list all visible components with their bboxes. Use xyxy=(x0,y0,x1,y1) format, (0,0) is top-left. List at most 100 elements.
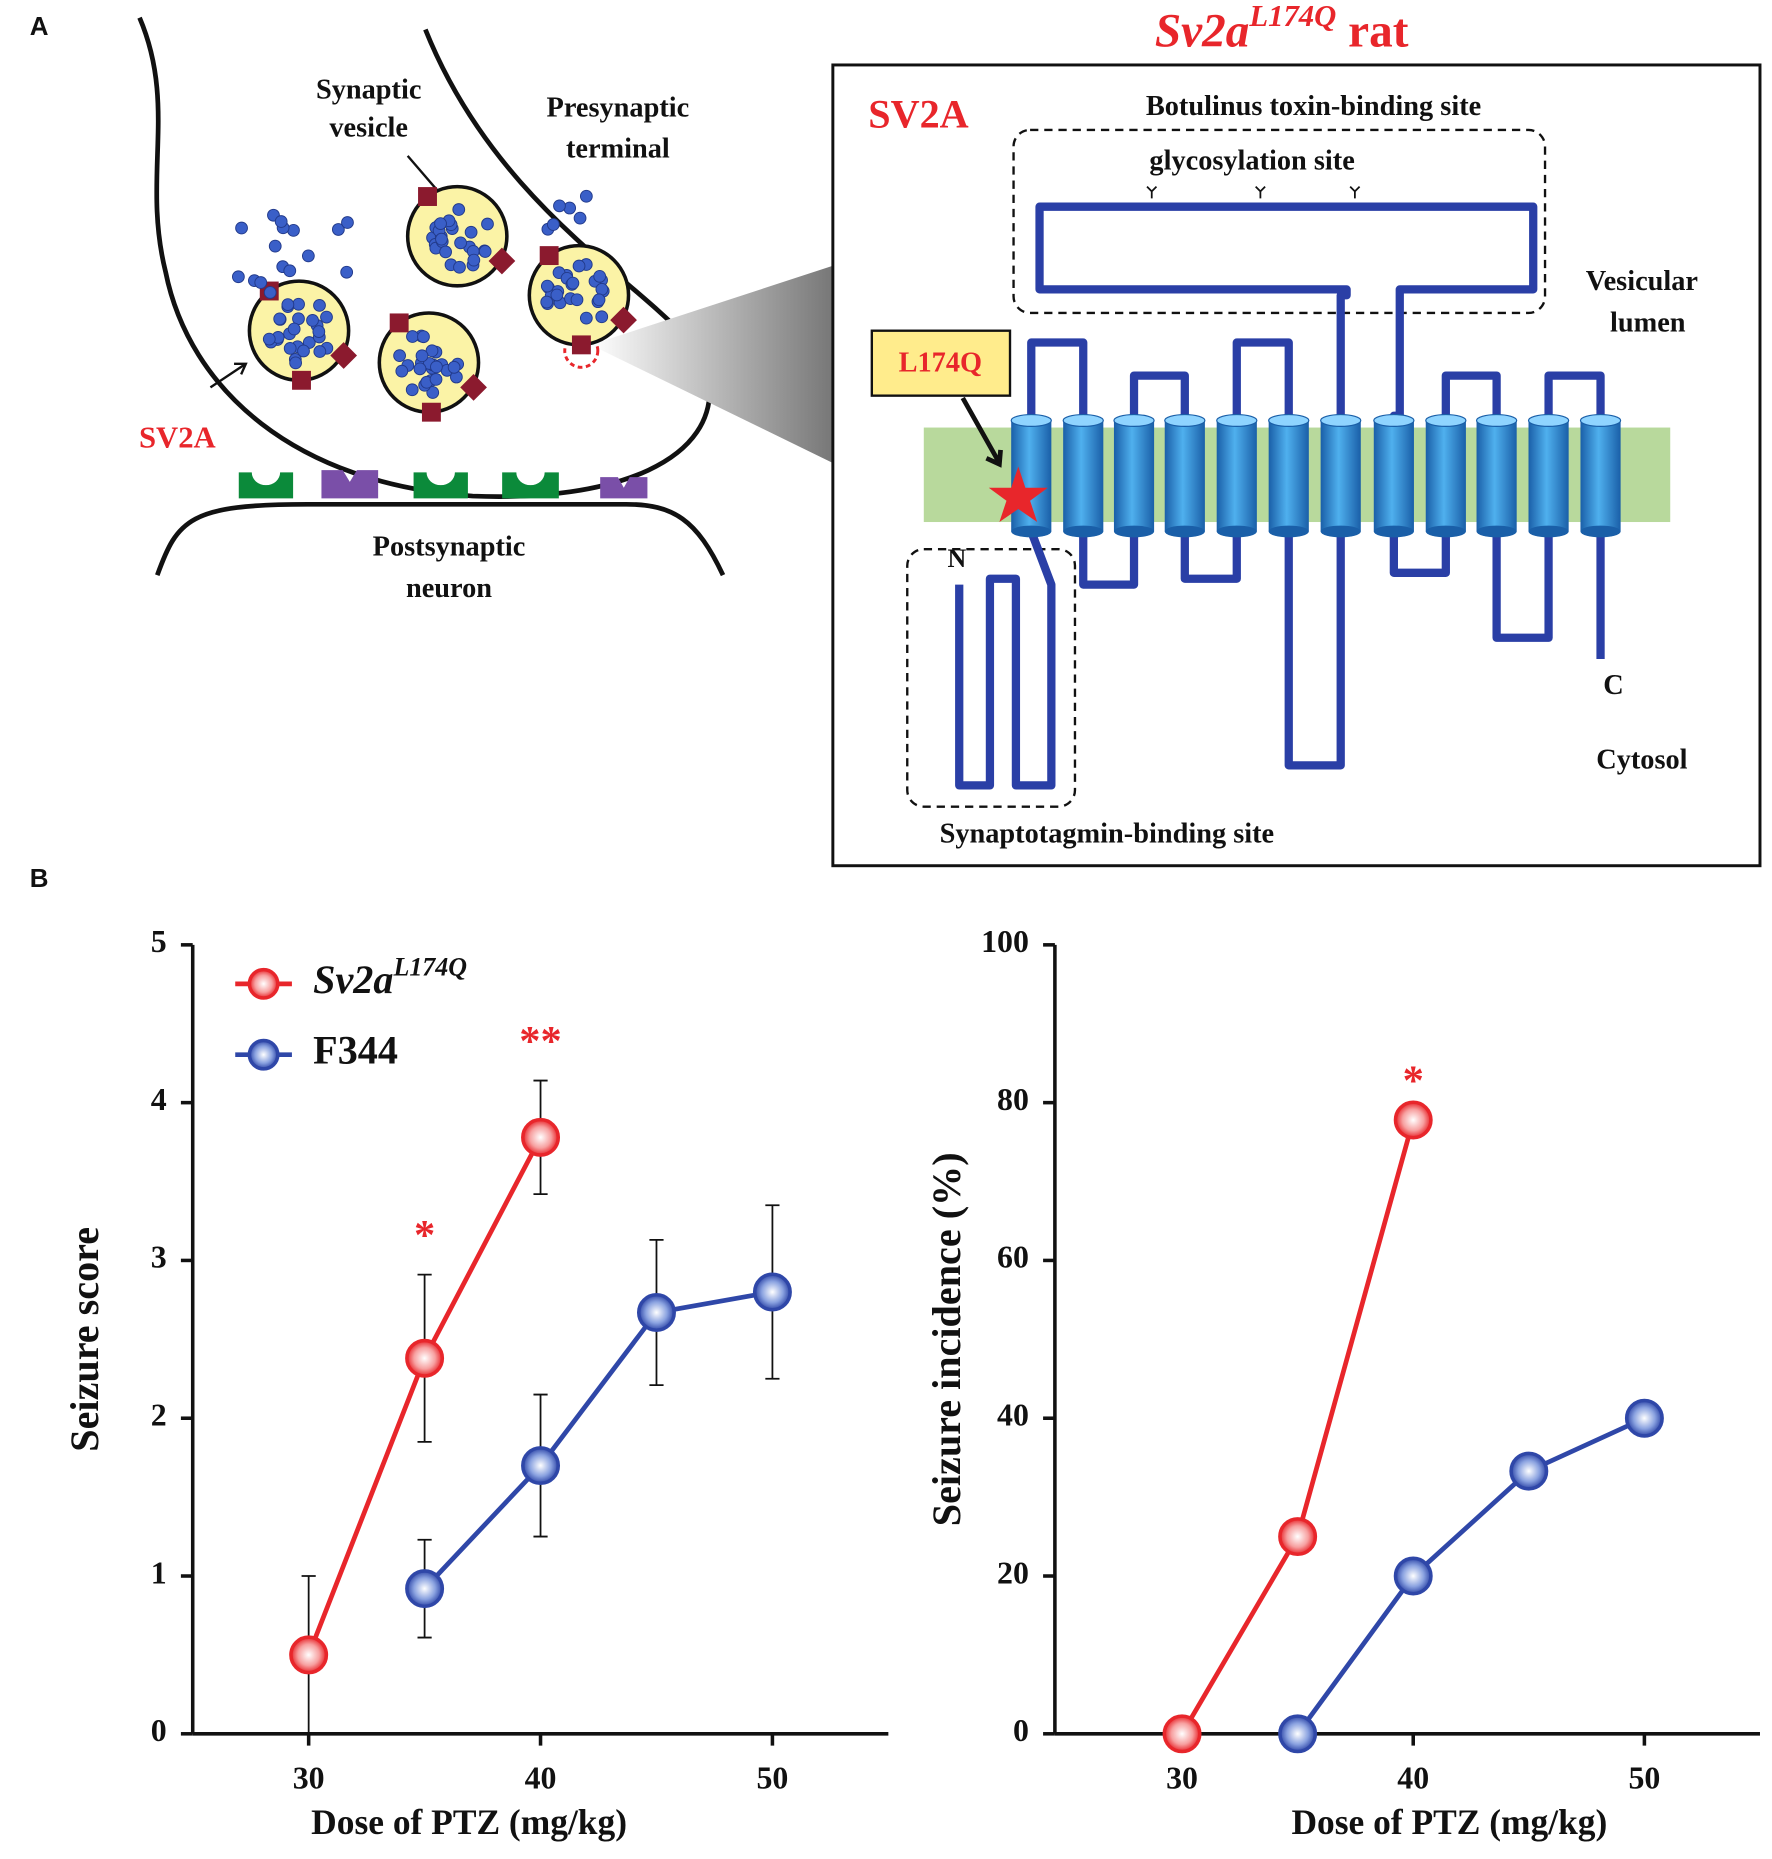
sv2a-protein xyxy=(610,306,637,334)
y-tick-label: 3 xyxy=(151,1240,167,1275)
transmitter xyxy=(540,295,554,309)
transmitter xyxy=(572,259,586,273)
zoom-wedge xyxy=(590,265,833,463)
significance: ** xyxy=(519,1018,562,1065)
helix-top xyxy=(1164,413,1206,427)
lumen-label: Vesicular xyxy=(1586,266,1698,297)
transmitter xyxy=(593,269,607,283)
diagram-title: Sv2aL174Q rat xyxy=(1155,0,1409,57)
terminal-label: Presynaptic xyxy=(547,92,690,123)
series-line xyxy=(1180,1119,1416,1736)
transmitter xyxy=(268,239,282,253)
legend-name: F344 xyxy=(313,1028,398,1073)
transmitter xyxy=(232,270,245,284)
transmitter xyxy=(313,345,327,358)
legend-marker xyxy=(247,1038,280,1071)
transmitter xyxy=(553,199,566,213)
series-line xyxy=(1295,1416,1646,1736)
x-tick-label: 30 xyxy=(1166,1760,1198,1795)
helix-top xyxy=(1373,413,1415,427)
helix xyxy=(1373,420,1414,532)
transmitter xyxy=(453,260,466,274)
x-tick-label: 40 xyxy=(1397,1760,1429,1795)
helix xyxy=(1113,420,1155,532)
helix-bottom xyxy=(1373,525,1414,538)
transmitter xyxy=(413,362,427,376)
transmitter xyxy=(430,360,443,374)
transmitter xyxy=(301,249,315,263)
transmitter xyxy=(550,288,564,302)
y-axis-label: Seizure score xyxy=(62,1227,107,1452)
y-tick-label: 1 xyxy=(151,1555,167,1590)
title-part: rat xyxy=(1348,5,1409,57)
helix xyxy=(1063,420,1104,532)
chart: 0 20 40 60 80 100 30 40 50 Dose of PTZ (mg/kg) Sei… xyxy=(924,924,1760,1842)
protein-name: SV2A xyxy=(868,91,968,136)
marker xyxy=(1278,1714,1318,1754)
transmitter xyxy=(425,344,439,358)
helix xyxy=(1580,420,1621,532)
sv2a-protein xyxy=(421,402,441,422)
marker xyxy=(1624,1398,1664,1438)
y-tick-label: 5 xyxy=(151,924,167,959)
transmitter xyxy=(439,245,452,259)
sv2a-protein xyxy=(330,342,358,369)
transmitter xyxy=(287,322,301,336)
sv2a-protein xyxy=(292,370,311,390)
title-superscript: L174Q xyxy=(1248,0,1336,33)
helix-bottom xyxy=(1268,525,1309,538)
marker xyxy=(1278,1517,1318,1557)
x-tick-label: 30 xyxy=(293,1760,325,1795)
x-axis-label: Dose of PTZ (mg/kg) xyxy=(1291,1802,1607,1842)
terminal-label: terminal xyxy=(566,134,670,165)
helix-top xyxy=(1320,413,1362,427)
helix-top xyxy=(1475,413,1518,427)
transmitter xyxy=(340,265,354,279)
sv2a-label: SV2A xyxy=(139,421,216,455)
helix-bottom xyxy=(1011,525,1052,538)
transmitter xyxy=(283,264,297,278)
legend-label: Sv2aL174Q xyxy=(313,953,467,1002)
arrow xyxy=(960,396,1003,468)
transmitter xyxy=(478,245,492,258)
marker xyxy=(636,1293,676,1332)
transmitter xyxy=(447,360,461,374)
transmitter xyxy=(435,232,448,246)
transmitter xyxy=(306,314,319,327)
marker xyxy=(405,1569,445,1609)
arrow xyxy=(209,362,248,389)
helix-top xyxy=(1268,413,1310,427)
transmitter xyxy=(274,215,288,228)
transmitter xyxy=(313,299,326,312)
transmitter xyxy=(341,216,354,229)
helix xyxy=(1216,420,1257,532)
significance: * xyxy=(1403,1057,1424,1104)
helix-top xyxy=(1113,413,1155,427)
vesicle-label: vesicle xyxy=(329,112,408,143)
mutation-box xyxy=(870,329,1012,397)
helix xyxy=(1320,420,1361,532)
helix-bottom xyxy=(1580,525,1621,538)
title-part: Sv2a xyxy=(1155,5,1249,57)
mutation-star xyxy=(988,466,1048,523)
x-axis-label: Dose of PTZ (mg/kg) xyxy=(311,1802,627,1842)
x-tick-label: 50 xyxy=(1628,1760,1660,1795)
transmitter xyxy=(263,286,277,299)
x-tick-label: 50 xyxy=(756,1760,788,1795)
transmitter xyxy=(429,373,443,386)
charts: 0 1 2 3 4 5 30 40 50 Dose of PTZ (mg/kg) Seizure s… xyxy=(62,924,1760,1842)
legend-marker xyxy=(247,967,280,1000)
x-tick-label: 40 xyxy=(525,1760,557,1795)
synapse-sketch xyxy=(137,16,833,577)
helices xyxy=(1010,413,1622,538)
helix-bottom xyxy=(1216,525,1257,538)
legend-label: F344 xyxy=(313,1028,398,1073)
transmitter xyxy=(417,330,430,344)
helix xyxy=(1164,420,1205,532)
sv2a-protein xyxy=(418,187,437,206)
transmitter xyxy=(573,211,587,225)
y-tick-label: 40 xyxy=(997,1398,1029,1433)
y-axis-label: Seizure incidence (%) xyxy=(924,1152,969,1526)
helix-top xyxy=(1216,413,1258,427)
marker xyxy=(1162,1714,1202,1754)
